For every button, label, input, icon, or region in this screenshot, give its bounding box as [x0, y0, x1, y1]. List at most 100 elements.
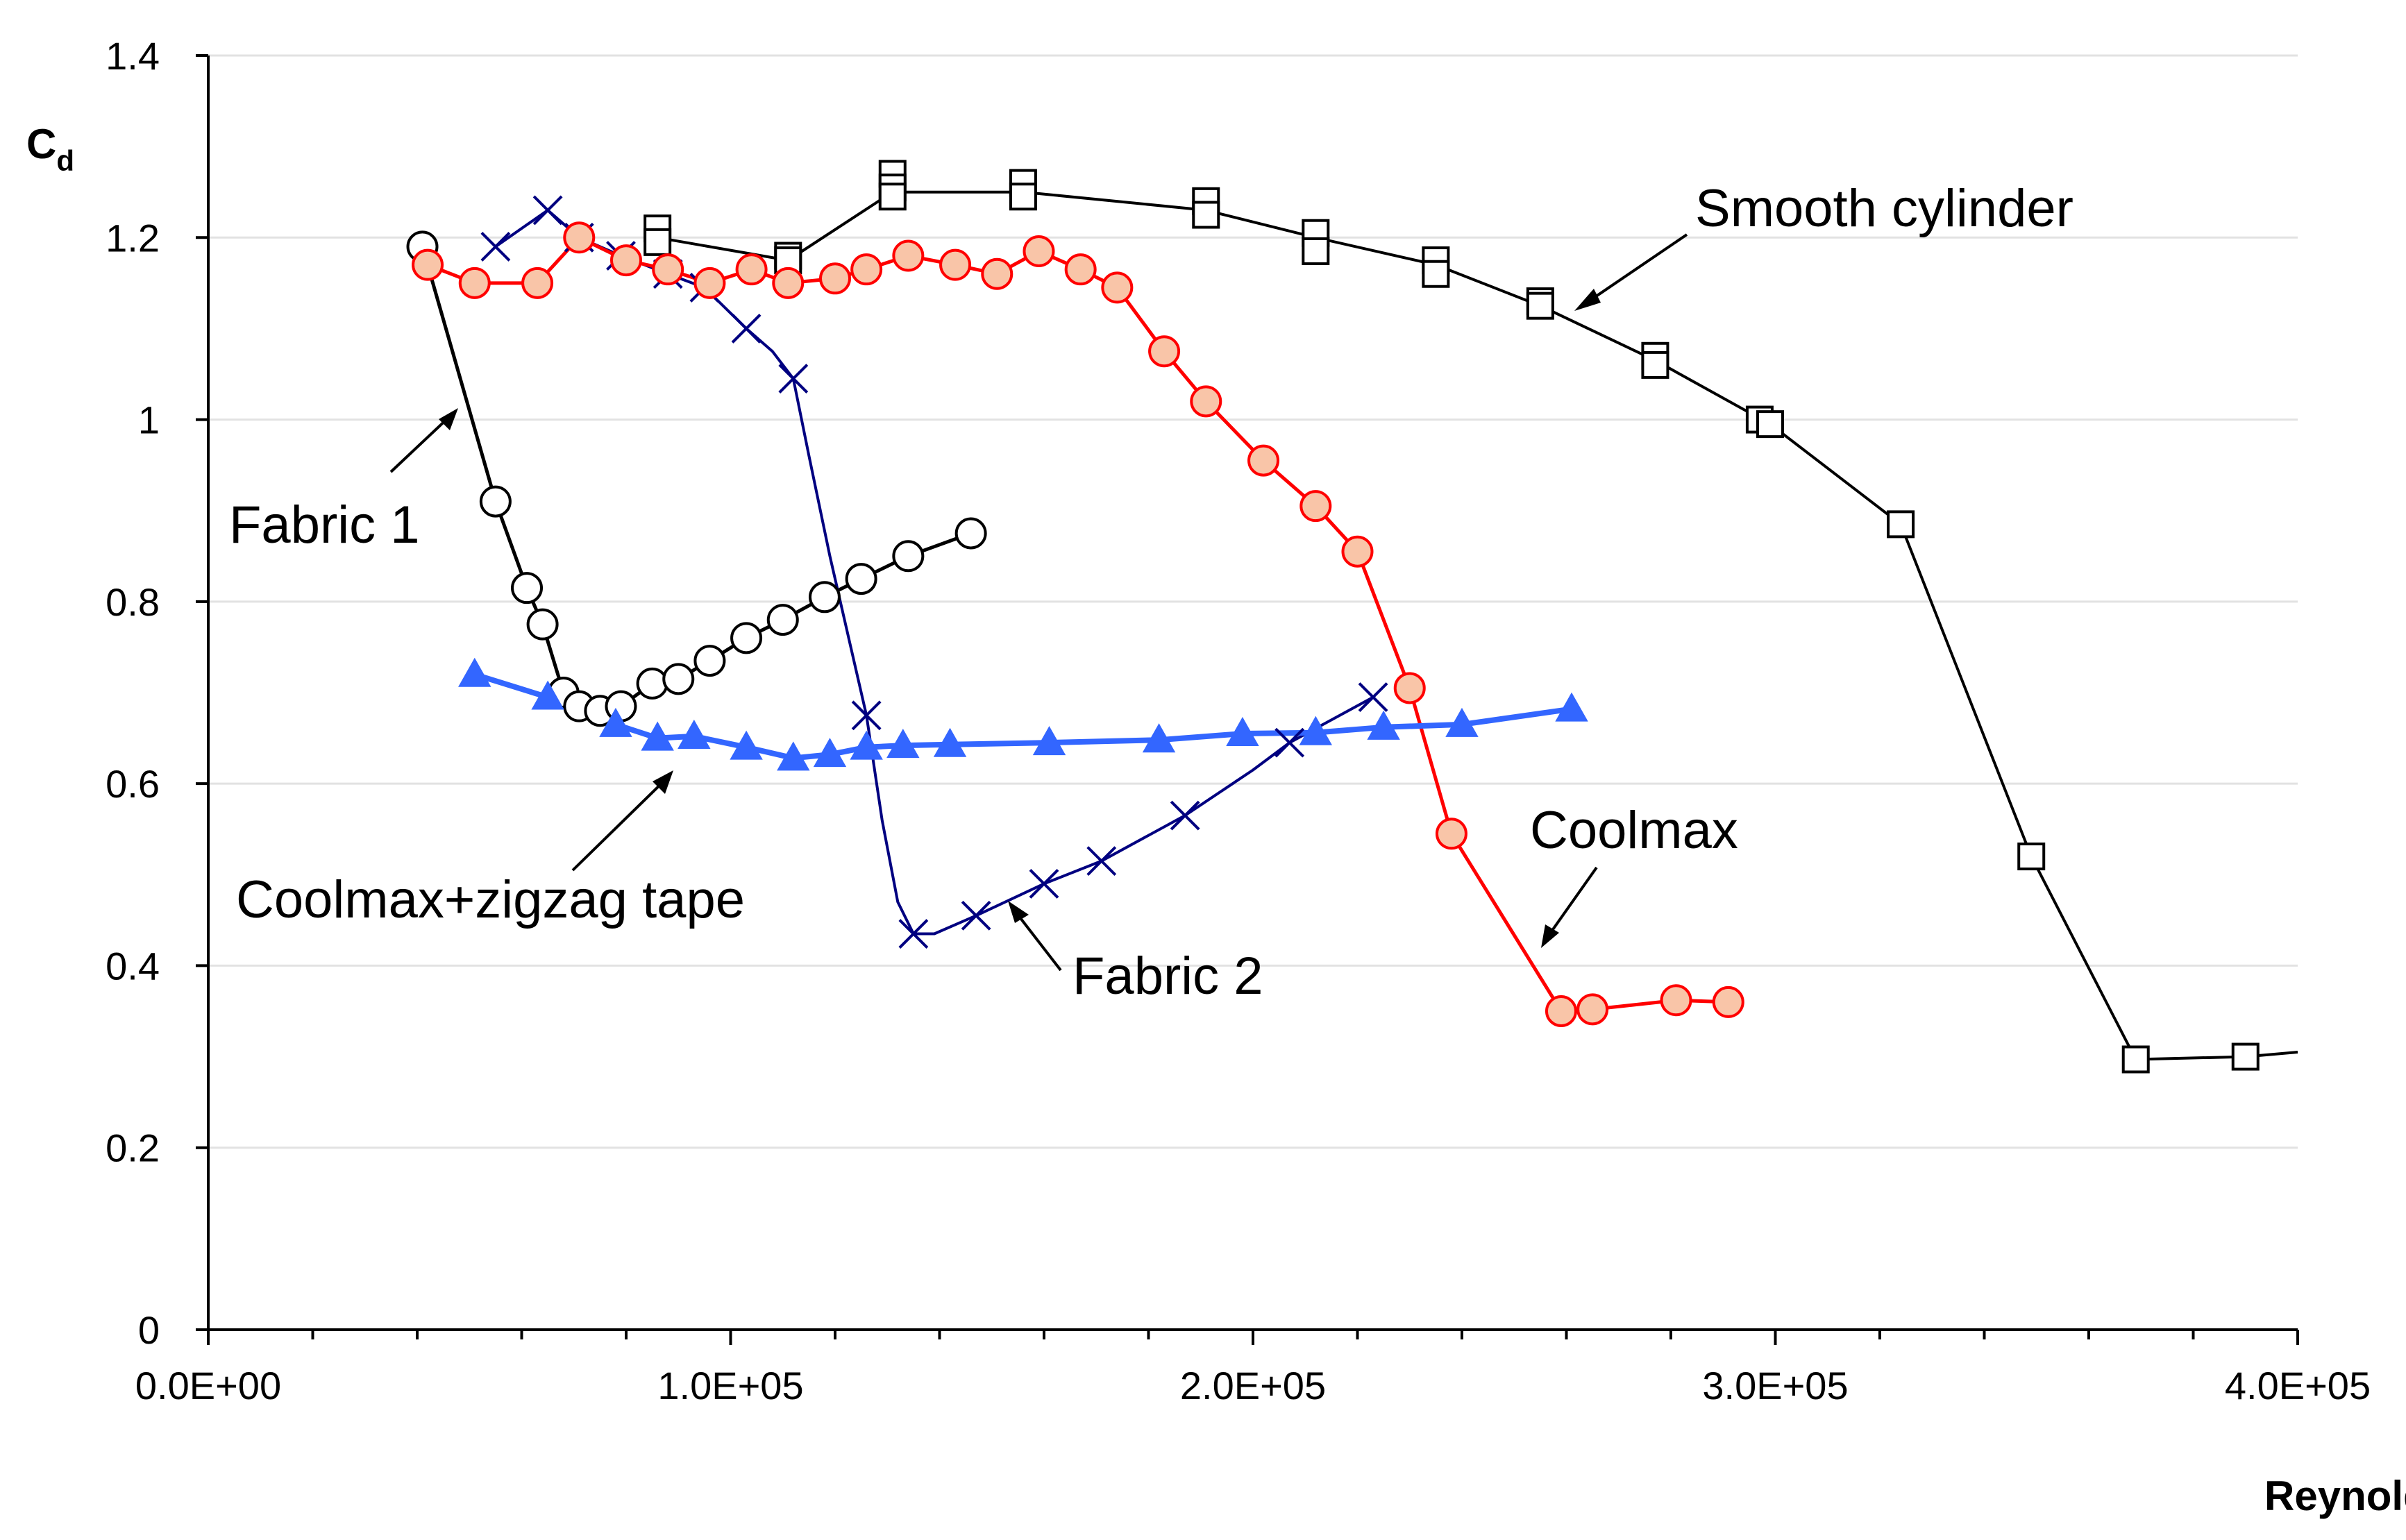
x-axis-title: Reynolds number	[2264, 1473, 2406, 1519]
arrowhead-coolmax	[1541, 924, 1559, 948]
marker-coolmax	[1660, 984, 1692, 1017]
marker-coolmax	[458, 266, 491, 299]
marker-fabric-2	[1274, 727, 1305, 758]
marker-fabric-2-stroke	[1086, 846, 1117, 877]
annotation-coolmax-zigzag: Coolmax+zigzag tape	[236, 870, 745, 929]
marker-fabric-2	[1358, 682, 1388, 712]
marker-fabric-2-stroke	[778, 364, 809, 394]
marker-fabric-1	[605, 690, 637, 722]
marker-coolmax	[693, 266, 726, 299]
marker-fabric-2-stroke	[731, 314, 762, 344]
y-tick-label: 0	[138, 1308, 160, 1352]
marker-fabric-2-stroke	[961, 900, 991, 931]
y-tick-label: 0.2	[106, 1126, 160, 1170]
marker-fabric-2	[532, 195, 563, 226]
marker-coolmax	[1545, 995, 1577, 1027]
series-markers	[406, 160, 2260, 1074]
marker-fabric-1	[845, 563, 877, 595]
gridlines	[208, 54, 2298, 1149]
marker-coolmax-zigzag-tape	[531, 680, 564, 710]
marker-coolmax-zigzag-tape	[1367, 710, 1400, 740]
marker-coolmax	[735, 253, 768, 286]
marker-fabric-2	[731, 314, 762, 344]
marker-fabric-1	[662, 663, 695, 695]
marker-smooth-cylinder	[2121, 1045, 2150, 1074]
y-axis-title-sub: d	[56, 144, 74, 177]
marker-coolmax	[1148, 335, 1181, 368]
arrowhead-coolmax-zigzag	[653, 770, 673, 794]
annotation-smooth-cylinder: Smooth cylinder	[1695, 179, 2073, 238]
marker-coolmax	[1341, 535, 1374, 568]
arrowhead-fabric-2	[1008, 901, 1029, 923]
marker-coolmax-zigzag-tape	[1032, 726, 1066, 756]
marker-coolmax-zigzag-tape	[1142, 723, 1176, 753]
marker-coolmax-zigzag-tape	[641, 721, 674, 751]
marker-fabric-2	[898, 919, 929, 949]
marker-coolmax	[1101, 271, 1134, 304]
marker-smooth-cylinder	[1422, 260, 1450, 288]
axes	[196, 54, 2299, 1345]
marker-fabric-1	[479, 485, 512, 518]
marker-coolmax	[1435, 818, 1467, 850]
marker-coolmax	[1393, 672, 1426, 704]
marker-coolmax	[1064, 253, 1097, 286]
marker-smooth-cylinder	[1302, 237, 1330, 265]
marker-coolmax-zigzag-tape	[886, 729, 920, 759]
y-axis-title-main: C	[26, 121, 56, 167]
arrow-fabric-1	[389, 414, 453, 473]
marker-fabric-2	[851, 700, 882, 731]
marker-smooth-cylinder	[1641, 350, 1669, 379]
marker-fabric-1	[766, 604, 799, 636]
marker-fabric-1	[730, 622, 763, 654]
marker-coolmax-zigzag-tape	[777, 741, 810, 771]
marker-coolmax	[1247, 444, 1280, 477]
marker-coolmax	[521, 266, 554, 299]
marker-coolmax	[939, 248, 972, 281]
y-tick-label: 1	[138, 398, 160, 442]
marker-coolmax	[1023, 235, 1055, 267]
marker-coolmax	[652, 253, 684, 286]
marker-coolmax	[1299, 490, 1332, 523]
marker-coolmax-zigzag-tape	[599, 707, 632, 737]
marker-fabric-2	[1029, 868, 1059, 899]
marker-fabric-2-stroke	[851, 700, 882, 731]
marker-coolmax	[1576, 993, 1609, 1026]
marker-coolmax	[819, 262, 851, 295]
y-tick-label: 1.4	[106, 34, 160, 78]
marker-fabric-2	[480, 231, 511, 262]
marker-fabric-2	[961, 900, 991, 931]
marker-fabric-2-stroke	[480, 231, 511, 262]
marker-fabric-1	[892, 540, 925, 573]
series-line-coolmax	[427, 235, 1728, 1013]
marker-coolmax	[981, 257, 1013, 290]
marker-coolmax	[610, 244, 642, 277]
x-tick-label: 2.0E+05	[1180, 1364, 1326, 1407]
marker-coolmax	[1712, 985, 1744, 1018]
marker-coolmax-zigzag-tape	[1299, 716, 1333, 745]
marker-coolmax-zigzag-tape	[850, 730, 883, 760]
marker-coolmax-zigzag-tape	[1226, 716, 1259, 747]
marker-coolmax-zigzag-tape	[1555, 692, 1588, 722]
marker-fabric-1	[693, 645, 726, 677]
marker-smooth-cylinder	[878, 183, 907, 211]
tick-labels: 0 0.2 0.4 0.6 0.8 1 1.2 1.4 0.0E+00 1.0E+05 2.0E+0…	[106, 34, 2371, 1407]
marker-coolmax-zigzag-tape	[730, 730, 763, 760]
marker-fabric-2	[1086, 846, 1117, 877]
marker-coolmax	[850, 253, 883, 286]
y-tick-label: 0.4	[106, 944, 160, 988]
arrow-smooth-cylinder	[1581, 233, 1688, 307]
marker-coolmax	[563, 221, 596, 254]
x-tick-label: 3.0E+05	[1702, 1364, 1848, 1407]
marker-fabric-2-stroke	[1170, 800, 1200, 831]
arrowhead-smooth-cylinder	[1574, 289, 1601, 311]
arrow-coolmax	[1545, 866, 1598, 940]
x-tick-label: 4.0E+05	[2225, 1364, 2371, 1407]
marker-smooth-cylinder	[2017, 843, 2046, 871]
annotations: Smooth cylinder Fabric 1 Coolmax+zigzag …	[229, 179, 2073, 1006]
marker-smooth-cylinder	[1009, 183, 1037, 211]
marker-smooth-cylinder	[1192, 201, 1220, 229]
marker-fabric-2	[1170, 800, 1200, 831]
marker-fabric-2-stroke	[532, 195, 563, 226]
marker-coolmax-zigzag-tape	[1445, 707, 1479, 737]
